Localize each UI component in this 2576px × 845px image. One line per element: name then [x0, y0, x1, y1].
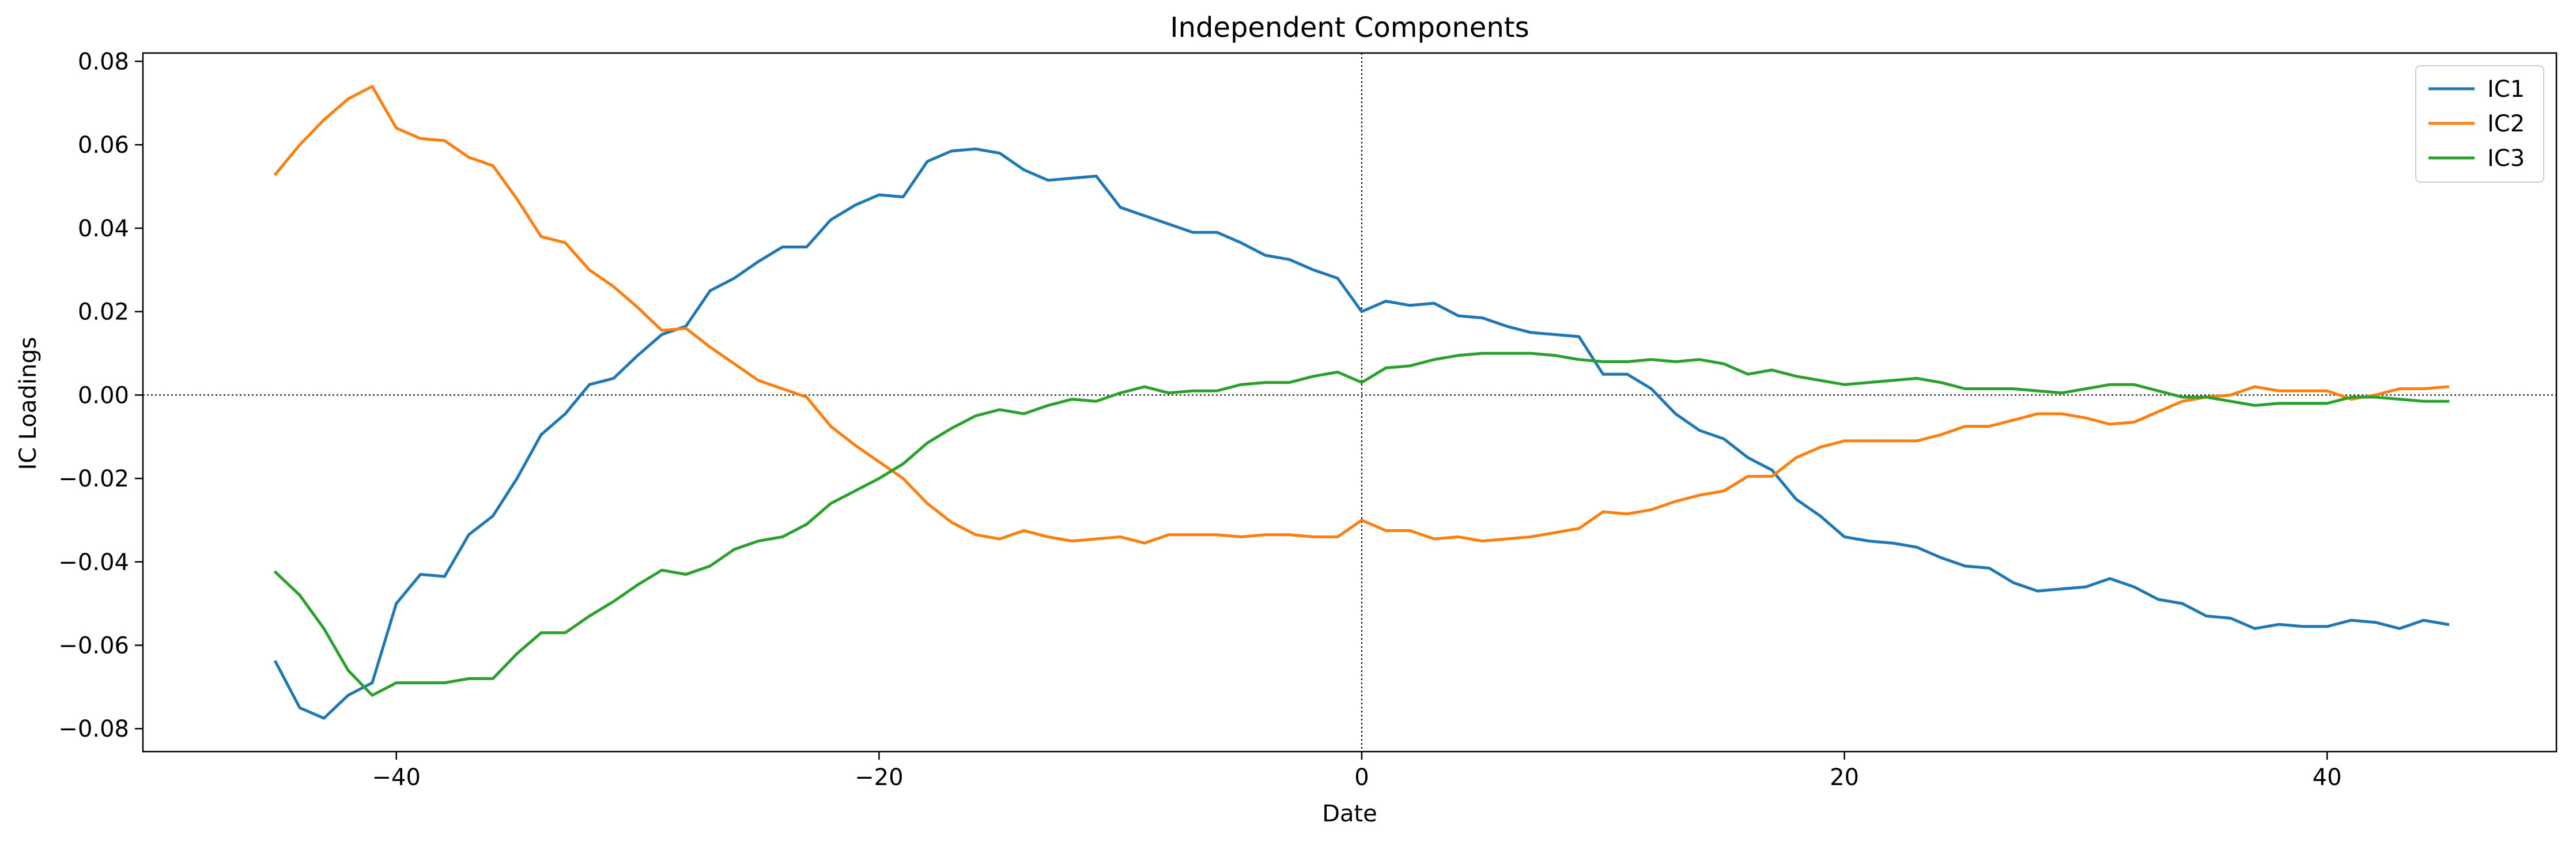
- y-tick-label: 0.04: [78, 216, 129, 242]
- y-tick-label: −0.06: [58, 632, 129, 659]
- x-tick-label: 20: [1830, 764, 1859, 791]
- legend-box: [2415, 65, 2544, 183]
- x-tick-label: −20: [855, 764, 903, 791]
- legend-label-ic3: IC3: [2487, 145, 2525, 172]
- x-tick-label: 0: [1354, 764, 1369, 791]
- legend-label-ic1: IC1: [2487, 76, 2525, 103]
- x-axis-label: Date: [1322, 801, 1377, 827]
- series-line-ic1: [273, 147, 2450, 720]
- axis-ticks: −40 −20 0 20 40 −0.08 −0.06 −0.04 −0.02 0.00 0.02 0…: [58, 48, 2341, 791]
- series-line-ic3: [273, 352, 2449, 697]
- y-tick-label: 0.08: [78, 48, 129, 75]
- legend-label-ic2: IC2: [2487, 111, 2525, 137]
- plot-frame: [142, 52, 2558, 753]
- y-tick-label: −0.04: [58, 549, 129, 576]
- x-tick-label: 40: [2313, 764, 2342, 791]
- y-tick-label: −0.08: [58, 716, 129, 742]
- y-tick-label: 0.00: [78, 382, 129, 409]
- y-tick-label: 0.02: [78, 299, 129, 326]
- legend: IC1 IC2 IC3: [2415, 65, 2544, 183]
- x-tick-label: −40: [372, 764, 421, 791]
- chart-title: Independent Components: [1170, 12, 1529, 44]
- y-tick-label: −0.02: [58, 466, 129, 492]
- y-tick-label: 0.06: [78, 132, 129, 159]
- y-axis-label: IC Loadings: [15, 337, 41, 470]
- plot-area: [143, 53, 2556, 752]
- series-line-ic2: [273, 85, 2450, 545]
